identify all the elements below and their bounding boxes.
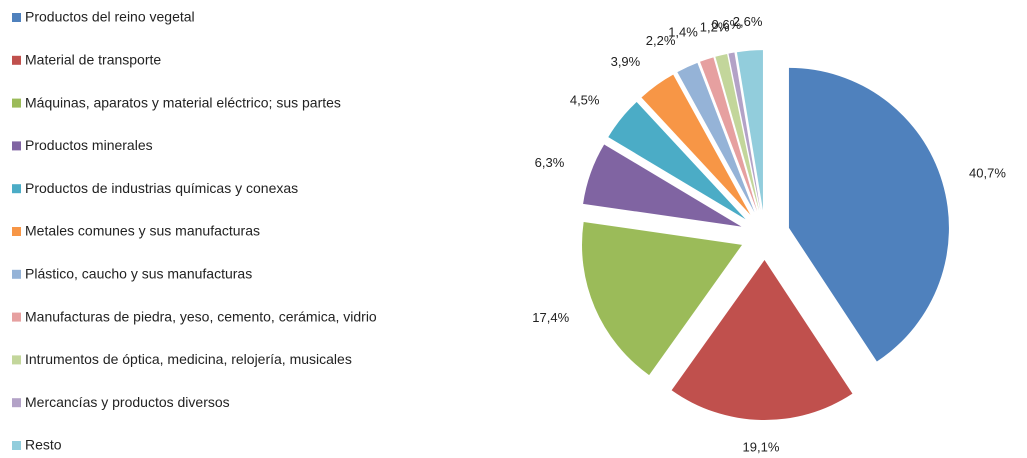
pie-slice [608, 102, 746, 220]
pie-slice [582, 222, 743, 376]
legend-swatch [12, 13, 21, 22]
data-label: 0,6% [712, 17, 742, 32]
pie-slice [728, 52, 761, 211]
legend-swatch [12, 355, 21, 365]
legend-label: Metales comunes y sus manufacturas [25, 223, 260, 239]
data-label: 2,6% [733, 14, 763, 29]
legend-swatch [12, 184, 21, 194]
legend-label: Intrumentos de óptica, medicina, relojer… [25, 351, 352, 367]
legend-swatch [12, 227, 21, 236]
pie-slice [700, 57, 758, 212]
legend-label: Máquinas, aparatos y material eléctrico;… [25, 94, 341, 110]
legend-swatch [12, 141, 21, 151]
data-label: 3,9% [611, 54, 641, 69]
legend-swatch [12, 55, 21, 65]
data-label: 17,4% [532, 310, 569, 325]
legend-label: Productos del reino vegetal [25, 9, 195, 25]
data-label: 4,5% [570, 92, 600, 107]
legend-label: Resto [25, 437, 62, 453]
legend-label: Productos minerales [25, 137, 153, 153]
data-label: 2,2% [646, 33, 676, 48]
pie-slice [641, 74, 751, 215]
data-label: 6,3% [535, 155, 565, 170]
legend-swatch [12, 269, 21, 279]
legend-swatch [12, 441, 21, 450]
pie-slice [677, 62, 755, 213]
legend-label: Productos de industrias químicas y conex… [25, 180, 298, 196]
legend-swatch [12, 398, 21, 408]
data-label: 19,1% [743, 439, 780, 454]
legend-label: Material de transporte [25, 52, 161, 68]
pie-slice [671, 259, 853, 420]
legend-swatch [12, 312, 21, 322]
legend-label: Manufacturas de piedra, yeso, cemento, c… [25, 308, 377, 324]
pie-slice [788, 67, 949, 362]
legend-label: Plástico, caucho y sus manufacturas [25, 266, 252, 282]
pie-slice [715, 53, 760, 211]
data-label: 1,4% [668, 24, 698, 39]
pie-slice [583, 144, 742, 227]
legend-swatch [12, 98, 21, 108]
data-label: 40,7% [969, 165, 1006, 180]
pie-slice [736, 50, 763, 211]
data-label: 1,2% [700, 19, 730, 34]
legend-label: Mercancías y productos diversos [25, 394, 230, 410]
